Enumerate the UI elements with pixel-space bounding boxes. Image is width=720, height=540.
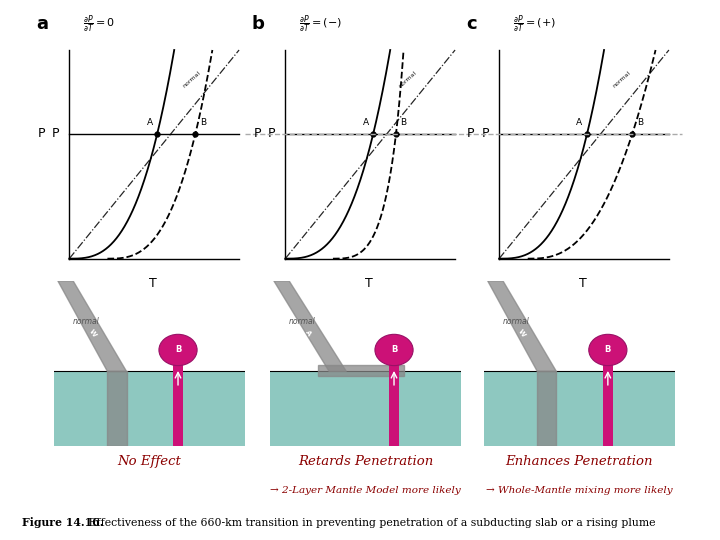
Text: B: B — [200, 118, 206, 127]
Bar — [389, 361, 400, 446]
Polygon shape — [487, 281, 557, 372]
Text: Effectiveness of the 660-km transition in preventing penetration of a subducting: Effectiveness of the 660-km transition i… — [85, 518, 655, 528]
Text: T: T — [365, 277, 373, 290]
Text: normal: normal — [397, 70, 418, 89]
Bar — [603, 361, 613, 446]
Text: → 2-Layer Mantle Model more likely: → 2-Layer Mantle Model more likely — [270, 486, 461, 495]
Text: B: B — [605, 346, 611, 354]
Text: A: A — [304, 329, 312, 338]
Text: a: a — [36, 15, 48, 33]
Text: Figure 14.16.: Figure 14.16. — [22, 517, 103, 528]
Text: P: P — [482, 127, 490, 140]
Polygon shape — [318, 365, 403, 376]
Text: A: A — [363, 118, 369, 127]
Text: normal: normal — [503, 318, 530, 327]
Bar — [484, 372, 675, 446]
Polygon shape — [274, 281, 346, 372]
Text: P: P — [253, 127, 261, 140]
Text: T: T — [579, 277, 587, 290]
Ellipse shape — [375, 334, 413, 366]
Polygon shape — [58, 281, 127, 372]
Text: b: b — [252, 15, 265, 33]
Text: P: P — [467, 127, 474, 140]
Text: Enhances Penetration: Enhances Penetration — [505, 455, 653, 468]
Bar — [54, 372, 245, 446]
Text: T: T — [149, 277, 157, 290]
Text: normal: normal — [289, 318, 316, 327]
Text: W: W — [517, 329, 527, 339]
Bar — [173, 361, 184, 446]
Text: No Effect: No Effect — [117, 455, 181, 468]
Text: Retards Penetration: Retards Penetration — [298, 455, 433, 468]
Text: B: B — [175, 346, 181, 354]
Text: normal: normal — [611, 70, 631, 89]
Polygon shape — [537, 372, 557, 446]
Ellipse shape — [589, 334, 627, 366]
Text: c: c — [466, 15, 477, 33]
Text: A: A — [147, 118, 153, 127]
Text: A: A — [577, 118, 582, 127]
Text: W: W — [87, 329, 97, 339]
Text: $\frac{\partial P}{\partial T}=(+)$: $\frac{\partial P}{\partial T}=(+)$ — [513, 14, 556, 35]
Text: P: P — [37, 127, 45, 140]
Text: B: B — [400, 118, 407, 127]
Text: $\frac{\partial P}{\partial T}=(-)$: $\frac{\partial P}{\partial T}=(-)$ — [299, 14, 342, 35]
Text: B: B — [637, 118, 643, 127]
Text: P: P — [52, 127, 60, 140]
Text: B: B — [391, 346, 397, 354]
Text: normal: normal — [73, 318, 100, 327]
Text: normal: normal — [181, 70, 202, 89]
Bar — [270, 372, 461, 446]
Polygon shape — [107, 372, 127, 446]
Ellipse shape — [159, 334, 197, 366]
Text: $\frac{\partial P}{\partial T}=0$: $\frac{\partial P}{\partial T}=0$ — [83, 14, 115, 35]
Text: P: P — [268, 127, 276, 140]
Text: → Whole-Mantle mixing more likely: → Whole-Mantle mixing more likely — [486, 486, 672, 495]
